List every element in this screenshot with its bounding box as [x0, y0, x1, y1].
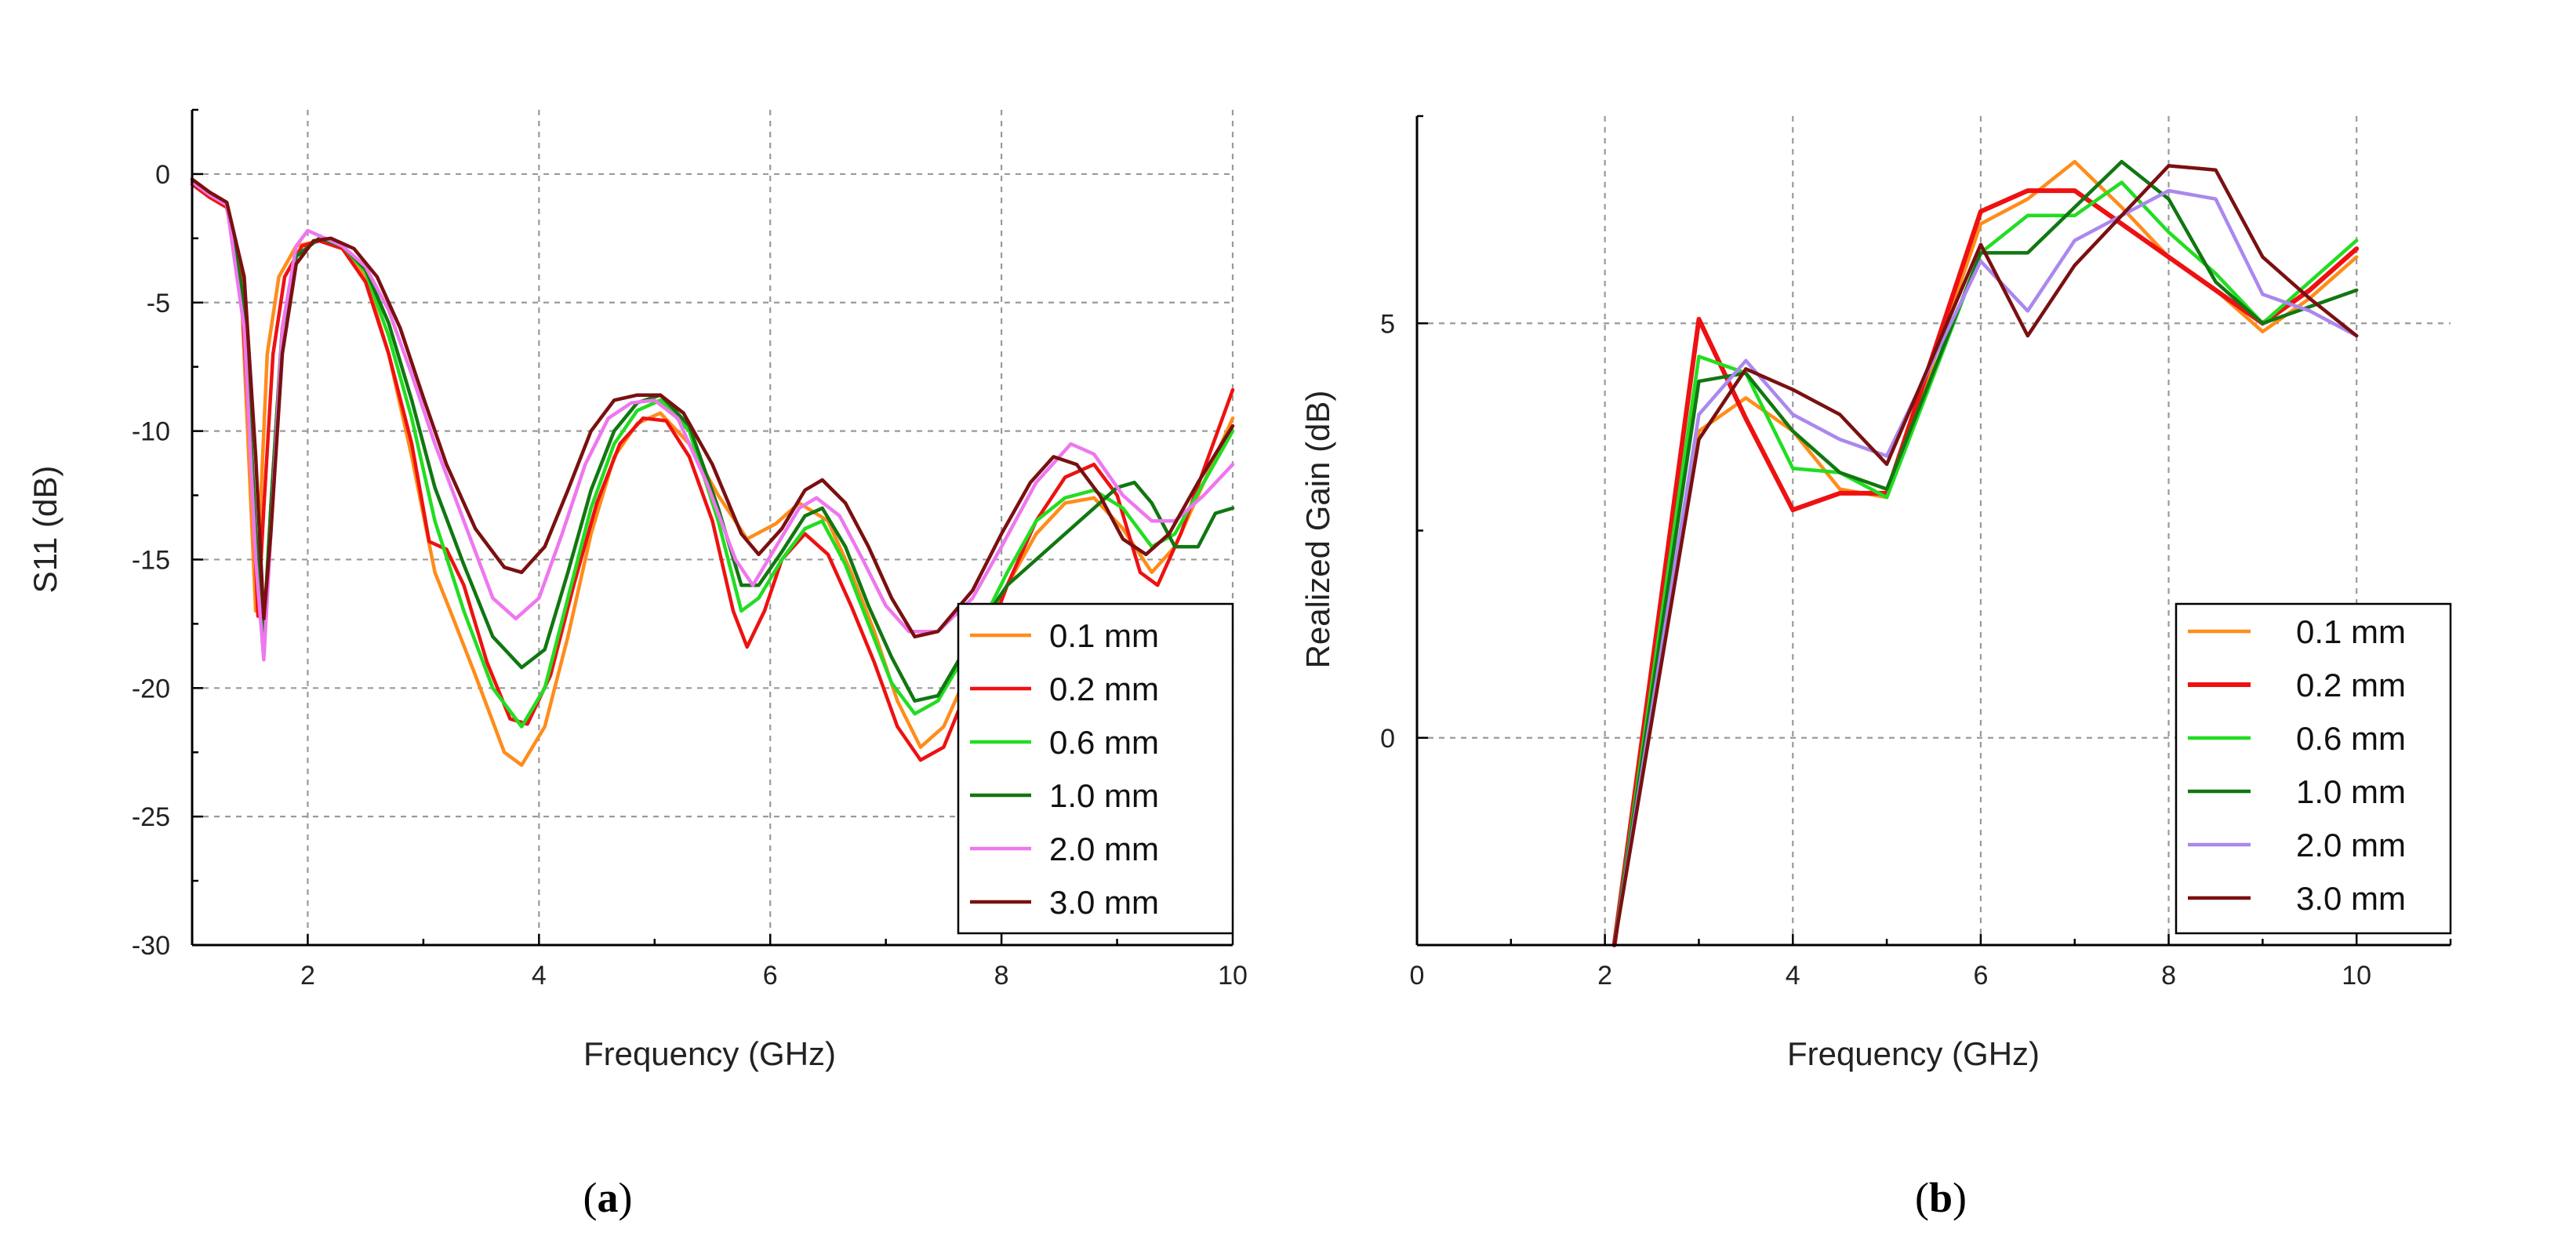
- panel-a-y-tick-label-4: -20: [132, 674, 170, 703]
- panel-a-y-tick-label-2: -10: [132, 417, 170, 447]
- panel-a-y-tick-label-3: -15: [132, 545, 170, 575]
- panel-b-legend-label-2-0-mm: 2.0 mm: [2296, 827, 2406, 863]
- panel-b-legend-label-3-0-mm: 3.0 mm: [2296, 880, 2406, 917]
- panel-a-legend-label-1-0-mm: 1.0 mm: [1049, 777, 1159, 814]
- panel-a-y-axis-label: S11 (dB): [27, 466, 64, 594]
- panel-b-legend-label-0-2-mm: 0.2 mm: [2296, 667, 2406, 703]
- panel-a-legend-box: [957, 602, 1234, 935]
- panel-a-legend-label-0-2-mm: 0.2 mm: [1049, 671, 1159, 707]
- panel-a-y-tick-label-1: -5: [147, 289, 170, 318]
- panel-b-legend-label-1-0-mm: 1.0 mm: [2296, 773, 2406, 810]
- panel-a-y-tick-label-6: -30: [132, 931, 170, 961]
- panel-a-x-tick-label-0: 2: [300, 961, 315, 991]
- panel-b-legend: 0.1 mm 0.2 mm 0.6 mm 1.0 mm 2.0 mm 3.0 mm: [2175, 602, 2452, 935]
- panel-b-series-line-0-2-mm: [1611, 188, 2360, 947]
- panel-b-y-tick-label-0: 0: [1380, 724, 1395, 754]
- panel-a-y-tick-label-5: -25: [132, 802, 170, 832]
- panel-b-x-tick-label-5: 10: [2342, 961, 2371, 991]
- panel-b-series-line-1-0-mm: [1612, 159, 2359, 947]
- panel-a-legend-label-2-0-mm: 2.0 mm: [1049, 831, 1159, 867]
- panel-b-series-line-0-6-mm: [1612, 180, 2359, 947]
- panel-a-legend: 0.1 mm 0.2 mm 0.6 mm 1.0 mm 2.0 mm 3.0 mm: [957, 602, 1234, 935]
- panel-a-series-line-0-2-mm: [190, 182, 1235, 762]
- panel-a-x-axis-label: Frequency (GHz): [583, 1035, 836, 1072]
- panel-b-x-tick-label-4: 8: [2161, 961, 2176, 991]
- panel-a-x-tick-label-3: 8: [994, 961, 1009, 991]
- panel-b-series-line-2-0-mm: [1612, 188, 2359, 947]
- panel-b-legend-label-0-6-mm: 0.6 mm: [2296, 720, 2406, 757]
- panel-b-series-line-0-1-mm: [1612, 159, 2359, 947]
- panel-a-series-line-3-0-mm: [190, 177, 1235, 639]
- panel-b-gain-chart: 0 2 4 6 8 10 0 5 Frequency (GHz) Realized Gain …: [1299, 115, 2452, 1221]
- panel-b-legend-label-0-1-mm: 0.1 mm: [2296, 613, 2406, 650]
- panel-a-y-tick-label-0: 0: [155, 160, 170, 190]
- panel-b-axes: 0 2 4 6 8 10 0 5: [1380, 115, 2452, 991]
- panel-a-x-tick-label-2: 6: [763, 961, 778, 991]
- panel-a-caption-letter: a: [598, 1174, 619, 1221]
- panel-b-y-axis-label: Realized Gain (dB): [1299, 391, 1336, 669]
- panel-b-series: [1611, 159, 2360, 947]
- panel-a-x-tick-label-1: 4: [532, 961, 547, 991]
- panel-b-y-tick-label-1: 5: [1380, 309, 1395, 339]
- panel-a-legend-label-0-6-mm: 0.6 mm: [1049, 724, 1159, 761]
- panel-a-caption: (a): [583, 1174, 633, 1221]
- panel-b-series-line-3-0-mm: [1612, 164, 2359, 947]
- panel-b-x-tick-label-2: 4: [1786, 961, 1800, 991]
- panel-a-x-tick-label-4: 10: [1218, 961, 1248, 991]
- panel-a-legend-label-0-1-mm: 0.1 mm: [1049, 617, 1159, 654]
- panel-a-series-line-2-0-mm: [190, 180, 1235, 662]
- panel-b-x-tick-label-0: 0: [1410, 961, 1425, 991]
- panel-a-s11-chart: 2 4 6 8 10 0 -5 -10 -15 -20 -25 -30 Frequency (GHz)…: [27, 108, 1248, 1221]
- panel-a-axes: 2 4 6 8 10 0 -5 -10 -15 -20 -25 -30: [132, 108, 1248, 991]
- panel-a-series: [190, 177, 1235, 767]
- panel-a-legend-label-3-0-mm: 3.0 mm: [1049, 884, 1159, 921]
- panel-b-x-tick-label-3: 6: [1973, 961, 1988, 991]
- panel-b-caption-letter: b: [1929, 1174, 1953, 1221]
- panel-b-legend-box: [2175, 602, 2452, 935]
- panel-b-x-tick-label-1: 2: [1597, 961, 1612, 991]
- panel-b-caption: (b): [1915, 1174, 1967, 1221]
- panel-b-x-axis-label: Frequency (GHz): [1787, 1035, 2040, 1072]
